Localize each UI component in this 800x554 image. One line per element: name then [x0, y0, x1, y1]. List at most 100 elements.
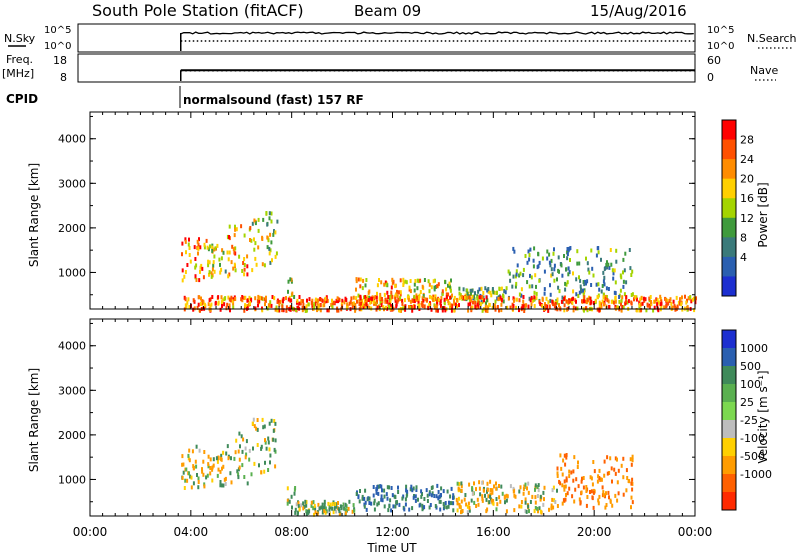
echo-cell: [382, 305, 385, 310]
echo-cell: [597, 250, 600, 255]
echo-cell: [373, 498, 376, 503]
echo-cell: [572, 308, 575, 313]
echo-cell: [430, 295, 433, 300]
echo-cell: [257, 303, 259, 308]
echo-cell: [467, 501, 470, 506]
echo-cell: [364, 283, 367, 288]
echo-cell: [548, 260, 551, 265]
echo-cell: [554, 303, 556, 308]
echo-cell: [527, 490, 530, 495]
echo-cell: [665, 297, 667, 302]
echo-cell: [444, 501, 447, 505]
echo-cell: [432, 294, 435, 299]
echo-cell: [481, 308, 484, 313]
echo-cell: [514, 284, 517, 289]
echo-cell: [613, 467, 616, 472]
echo-cell: [695, 296, 697, 301]
echo-cell: [520, 287, 523, 292]
echo-cell: [496, 290, 498, 295]
echo-cell: [228, 250, 231, 255]
echo-cell: [591, 482, 594, 487]
echo-cell: [364, 488, 367, 493]
echo-cell: [197, 251, 199, 256]
echo-cell: [631, 477, 634, 482]
echo-cell: [498, 495, 501, 500]
echo-cell: [316, 298, 319, 303]
echo-cell: [293, 295, 296, 299]
echo-cell: [270, 211, 273, 216]
echo-cell: [487, 287, 490, 291]
echo-cell: [564, 462, 567, 467]
echo-cell: [188, 458, 191, 463]
echo-cell: [267, 468, 270, 472]
echo-cell: [422, 298, 425, 303]
echo-cell: [575, 306, 577, 311]
echo-cell: [281, 308, 284, 313]
echo-cell: [520, 293, 523, 298]
echo-cell: [580, 289, 583, 294]
echo-cell: [589, 301, 592, 306]
echo-cell: [496, 296, 499, 301]
echo-cell: [225, 451, 228, 456]
echo-cell: [553, 247, 555, 252]
echo-cell: [209, 466, 212, 471]
echo-cell: [249, 238, 251, 242]
echo-cell: [533, 297, 536, 302]
echo-cell: [274, 230, 277, 235]
echo-cell: [603, 473, 606, 478]
echo-cell: [359, 489, 361, 493]
echo-cell: [443, 306, 446, 311]
echo-cell: [243, 295, 246, 300]
echo-cell: [426, 493, 429, 498]
echo-cell: [472, 300, 474, 305]
echo-cell: [383, 488, 386, 493]
echo-cell: [582, 292, 585, 297]
echo-cell: [441, 291, 444, 296]
echo-cell: [543, 269, 546, 274]
echo-cell: [590, 476, 593, 481]
echo-cell: [622, 257, 625, 262]
echo-cell: [243, 475, 246, 479]
echo-cell: [388, 485, 391, 490]
echo-cell: [573, 455, 576, 460]
echo-cell: [182, 462, 185, 467]
echo-cell: [206, 245, 209, 250]
echo-cell: [282, 296, 285, 301]
echo-cell: [325, 295, 328, 300]
echo-cell: [208, 298, 211, 303]
echo-cell: [300, 503, 303, 508]
echo-cell: [268, 216, 271, 221]
y-tick-label: 1000: [58, 473, 86, 486]
echo-cell: [460, 295, 463, 299]
echo-cell: [503, 494, 506, 499]
echo-cell: [182, 470, 185, 475]
echo-cell: [581, 299, 583, 304]
colorbar-segment: [722, 256, 736, 277]
echo-cell: [546, 249, 549, 254]
echo-cell: [307, 510, 310, 515]
echo-cell: [357, 277, 360, 282]
echo-cell: [443, 297, 446, 302]
echo-cell: [325, 509, 328, 514]
echo-cell: [465, 502, 468, 507]
echo-cell: [418, 303, 421, 308]
echo-cell: [604, 494, 606, 499]
echo-cell: [484, 286, 487, 291]
echo-cell: [359, 295, 362, 300]
echo-cell: [233, 456, 236, 461]
echo-cell: [205, 238, 208, 243]
echo-cell: [550, 503, 553, 508]
echo-cell: [587, 267, 590, 272]
echo-cell: [543, 291, 546, 296]
echo-cell: [484, 304, 487, 309]
echo-cell: [614, 296, 617, 301]
echo-cell: [522, 273, 525, 278]
echo-cell: [403, 298, 406, 303]
echo-cell: [227, 274, 230, 279]
echo-cell: [227, 295, 230, 300]
echo-cell: [428, 505, 431, 510]
echo-cell: [375, 295, 378, 300]
echo-cell: [363, 295, 365, 300]
echo-cell: [209, 457, 212, 462]
echo-cell: [388, 504, 391, 509]
